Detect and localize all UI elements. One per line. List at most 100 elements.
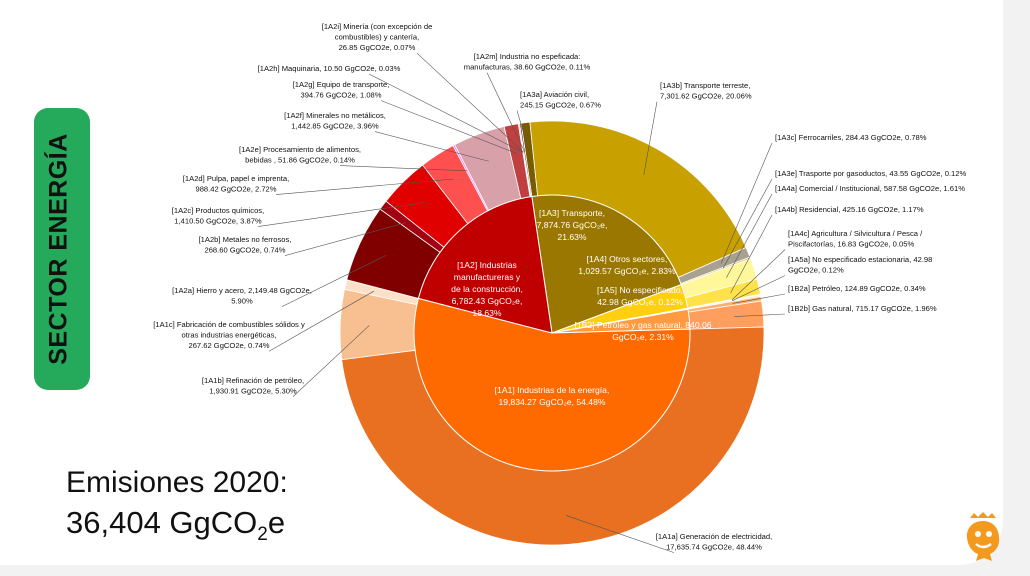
- label-line: 988.42 GgCO2e, 2.72%: [195, 185, 276, 194]
- leader-1a2g: [380, 100, 517, 154]
- label-line: [1A2c] Productos químicos,: [172, 206, 264, 215]
- inner-label-line: [1A5] No especificado,: [597, 285, 683, 295]
- label-1a4a: [1A4a] Comercial / Institucional, 587.58…: [775, 184, 965, 193]
- outer-labels: [1A3a] Aviación civil, 245.15 GgCO2e, 0.6…: [153, 22, 966, 552]
- inner-label-line: [1A2] Industrias: [457, 260, 517, 270]
- label-line: [1A1a] Generación de electricidad,: [656, 532, 773, 541]
- inner-label-line: 1,029.57 GgCO₂e, 2.83%: [578, 266, 676, 276]
- label-1a4c: [1A4c] Agricultura / Silvicultura / Pesc…: [788, 229, 923, 249]
- label-1a3c: [1A3c] Ferrocarriles, 284.43 GgCO2e, 0.7…: [775, 133, 927, 142]
- label-line: 7,301.62 GgCO2e, 20.06%: [660, 92, 752, 101]
- label-line: [1A4c] Agricultura / Silvicultura / Pesc…: [788, 229, 923, 238]
- label-line: [1A3c] Ferrocarriles, 284.43 GgCO2e, 0.7…: [775, 133, 927, 142]
- label-line: [1A1b] Refinación de petróleo,: [202, 376, 304, 385]
- inner-labels: [1A3] Transporte, 7,874.76 GgCO₂e, 21.63%[…: [451, 208, 712, 407]
- label-line: [1A2b] Metales no ferrosos,: [199, 235, 292, 244]
- label-line: [1A3a] Aviación civil,: [520, 90, 589, 99]
- inner-label-line: 21.63%: [557, 232, 587, 242]
- label-line: manufacturas, 38.60 GgCO2e, 0.11%: [464, 63, 591, 72]
- leader-1a2e: [339, 165, 468, 172]
- leader-1a1a: [565, 515, 675, 553]
- leader-1a5a: [732, 275, 786, 302]
- sector-tab: [34, 108, 90, 390]
- label-line: combustibles) y cantería,: [335, 33, 419, 42]
- leader-lines: [257, 52, 786, 553]
- lion-logo-icon: [966, 512, 1000, 561]
- inner-label-1a1: [1A1] Industrias de la energía, 19,834.27…: [495, 385, 610, 407]
- label-line: 1,410.50 GgCO2e, 3.87%: [174, 217, 262, 226]
- label-line: [1A2f] Minerales no metálicos,: [284, 111, 386, 120]
- label-line: [1A2d] Pulpa, papel e imprenta,: [183, 174, 289, 183]
- leader-1a3c: [720, 142, 773, 264]
- outer-ring: [339, 120, 765, 546]
- inner-label-line: manufactureras y: [454, 272, 521, 282]
- leader-1a2a: [281, 254, 387, 307]
- label-line: 394.76 GgCO2e, 1.08%: [300, 91, 381, 100]
- inner-label-line: 6,782.43 GgCO₂e,: [452, 296, 523, 306]
- leader-1a2f: [374, 131, 489, 162]
- inner-label-line: [1A1] Industrias de la energía,: [495, 385, 610, 395]
- leader-1a1b: [292, 325, 370, 397]
- label-line: [1A2e] Procesamiento de alimentos,: [239, 145, 361, 154]
- inner-label-1a3: [1A3] Transporte, 7,874.76 GgCO₂e, 21.63%: [537, 208, 608, 242]
- label-line: [1A2a] Hierro y acero, 2,149.48 GgCO2e,: [172, 286, 312, 295]
- label-1a1a: [1A1a] Generación de electricidad, 17,635…: [656, 532, 773, 552]
- label-line: [1A1c] Fabricación de combustibles sólid…: [153, 320, 305, 329]
- leader-1a2h: [368, 73, 524, 153]
- inner-label-line: [1A3] Transporte,: [539, 208, 605, 218]
- label-line: 268.60 GgCO2e, 0.74%: [204, 246, 285, 255]
- leader-1a2m: [486, 72, 525, 153]
- leader-1b2b: [734, 313, 786, 317]
- inner-label-1b2: [1B2] Petróleo y gas natural, 840.06 GgCO…: [574, 320, 711, 342]
- label-line: [1A2g] Equipo de transporte,: [293, 80, 390, 89]
- inner-label-line: 7,874.76 GgCO₂e,: [537, 220, 608, 230]
- label-1a5a: [1A5a] No especificado estacionaria, 42.…: [788, 255, 932, 275]
- leader-1a4a: [726, 193, 773, 278]
- label-1a2d: [1A2d] Pulpa, papel e imprenta, 988.42 Gg…: [183, 174, 289, 194]
- total-emissions-unit-tail: e: [267, 505, 286, 540]
- label-line: 1,442.85 GgCO2e, 3.96%: [291, 122, 379, 131]
- leader-1a4b: [730, 214, 773, 294]
- inner-label-line: [1A4] Otros sectores,: [587, 254, 668, 264]
- total-emissions-subscript: 2: [257, 524, 268, 546]
- slice-1a2: [417, 195, 553, 334]
- leader-1a2i: [416, 52, 524, 153]
- inner-label-1a4: [1A4] Otros sectores, 1,029.57 GgCO₂e, 2.…: [578, 254, 676, 276]
- leader-1a3e: [722, 178, 773, 269]
- label-1a2b: [1A2b] Metales no ferrosos, 268.60 GgCO2e…: [199, 235, 292, 255]
- label-line: 17,635.74 GgCO2e, 48.44%: [666, 543, 762, 552]
- inner-label-line: 18.63%: [472, 308, 502, 318]
- label-1b2b: [1B2b] Gas natural, 715.17 GgCO2e, 1.96%: [788, 304, 937, 313]
- label-1a1c: [1A1c] Fabricación de combustibles sólid…: [153, 320, 305, 350]
- label-1b2a: [1B2a] Petróleo, 124.89 GgCO2e, 0.34%: [788, 284, 926, 293]
- inner-label-1a5: [1A5] No especificado, 42.98 GgCO₂e, 0.12…: [597, 285, 683, 307]
- label-1a3a: [1A3a] Aviación civil, 245.15 GgCO2e, 0.6…: [520, 90, 601, 110]
- total-emissions-value: 36,404 GgCO2e: [66, 505, 285, 546]
- label-line: [1A3b] Transporte terreste,: [660, 81, 750, 90]
- inner-label-line: [1B2] Petróleo y gas natural, 840.06: [574, 320, 711, 330]
- label-1a2e: [1A2e] Procesamiento de alimentos, bebida…: [239, 145, 361, 165]
- label-line: otras industrias energéticas,: [182, 331, 277, 340]
- label-line: 5.90%: [231, 297, 253, 306]
- label-1a2a: [1A2a] Hierro y acero, 2,149.48 GgCO2e, 5…: [172, 286, 312, 306]
- label-line: 26.85 GgCO2e, 0.07%: [339, 43, 416, 52]
- label-1a3b: [1A3b] Transporte terreste, 7,301.62 GgCO…: [660, 81, 752, 101]
- slice-1a1: [413, 297, 691, 472]
- total-emissions-number: 36,404 GgCO: [66, 505, 258, 540]
- total-emissions-label: Emisiones 2020:: [66, 466, 288, 499]
- label-line: 267.62 GgCO2e, 0.74%: [188, 341, 269, 350]
- label-1a2g: [1A2g] Equipo de transporte, 394.76 GgCO2…: [293, 80, 390, 100]
- label-line: [1A2i] Minería (con excepción de: [322, 22, 433, 31]
- leader-1a2c: [257, 202, 424, 227]
- label-line: [1B2a] Petróleo, 124.89 GgCO2e, 0.34%: [788, 284, 926, 293]
- inner-label-line: GgCO₂e, 2.31%: [612, 332, 674, 342]
- inner-label-1a2: [1A2] Industrias manufactureras y de la co…: [451, 260, 523, 318]
- label-line: [1A5a] No especificado estacionaria, 42.…: [788, 255, 932, 264]
- label-line: [1B2b] Gas natural, 715.17 GgCO2e, 1.96%: [788, 304, 937, 313]
- label-1a3e: [1A3e] Trasporte por gasoductos, 43.55 G…: [775, 169, 966, 178]
- label-line: [1A3e] Trasporte por gasoductos, 43.55 G…: [775, 169, 966, 178]
- label-1a2m: [1A2m] Industria no espeficada: manufactu…: [464, 52, 591, 72]
- inner-label-line: 42.98 GgCO₂e, 0.12%: [597, 297, 683, 307]
- label-line: 1,930.91 GgCO2e, 5.30%: [209, 387, 297, 396]
